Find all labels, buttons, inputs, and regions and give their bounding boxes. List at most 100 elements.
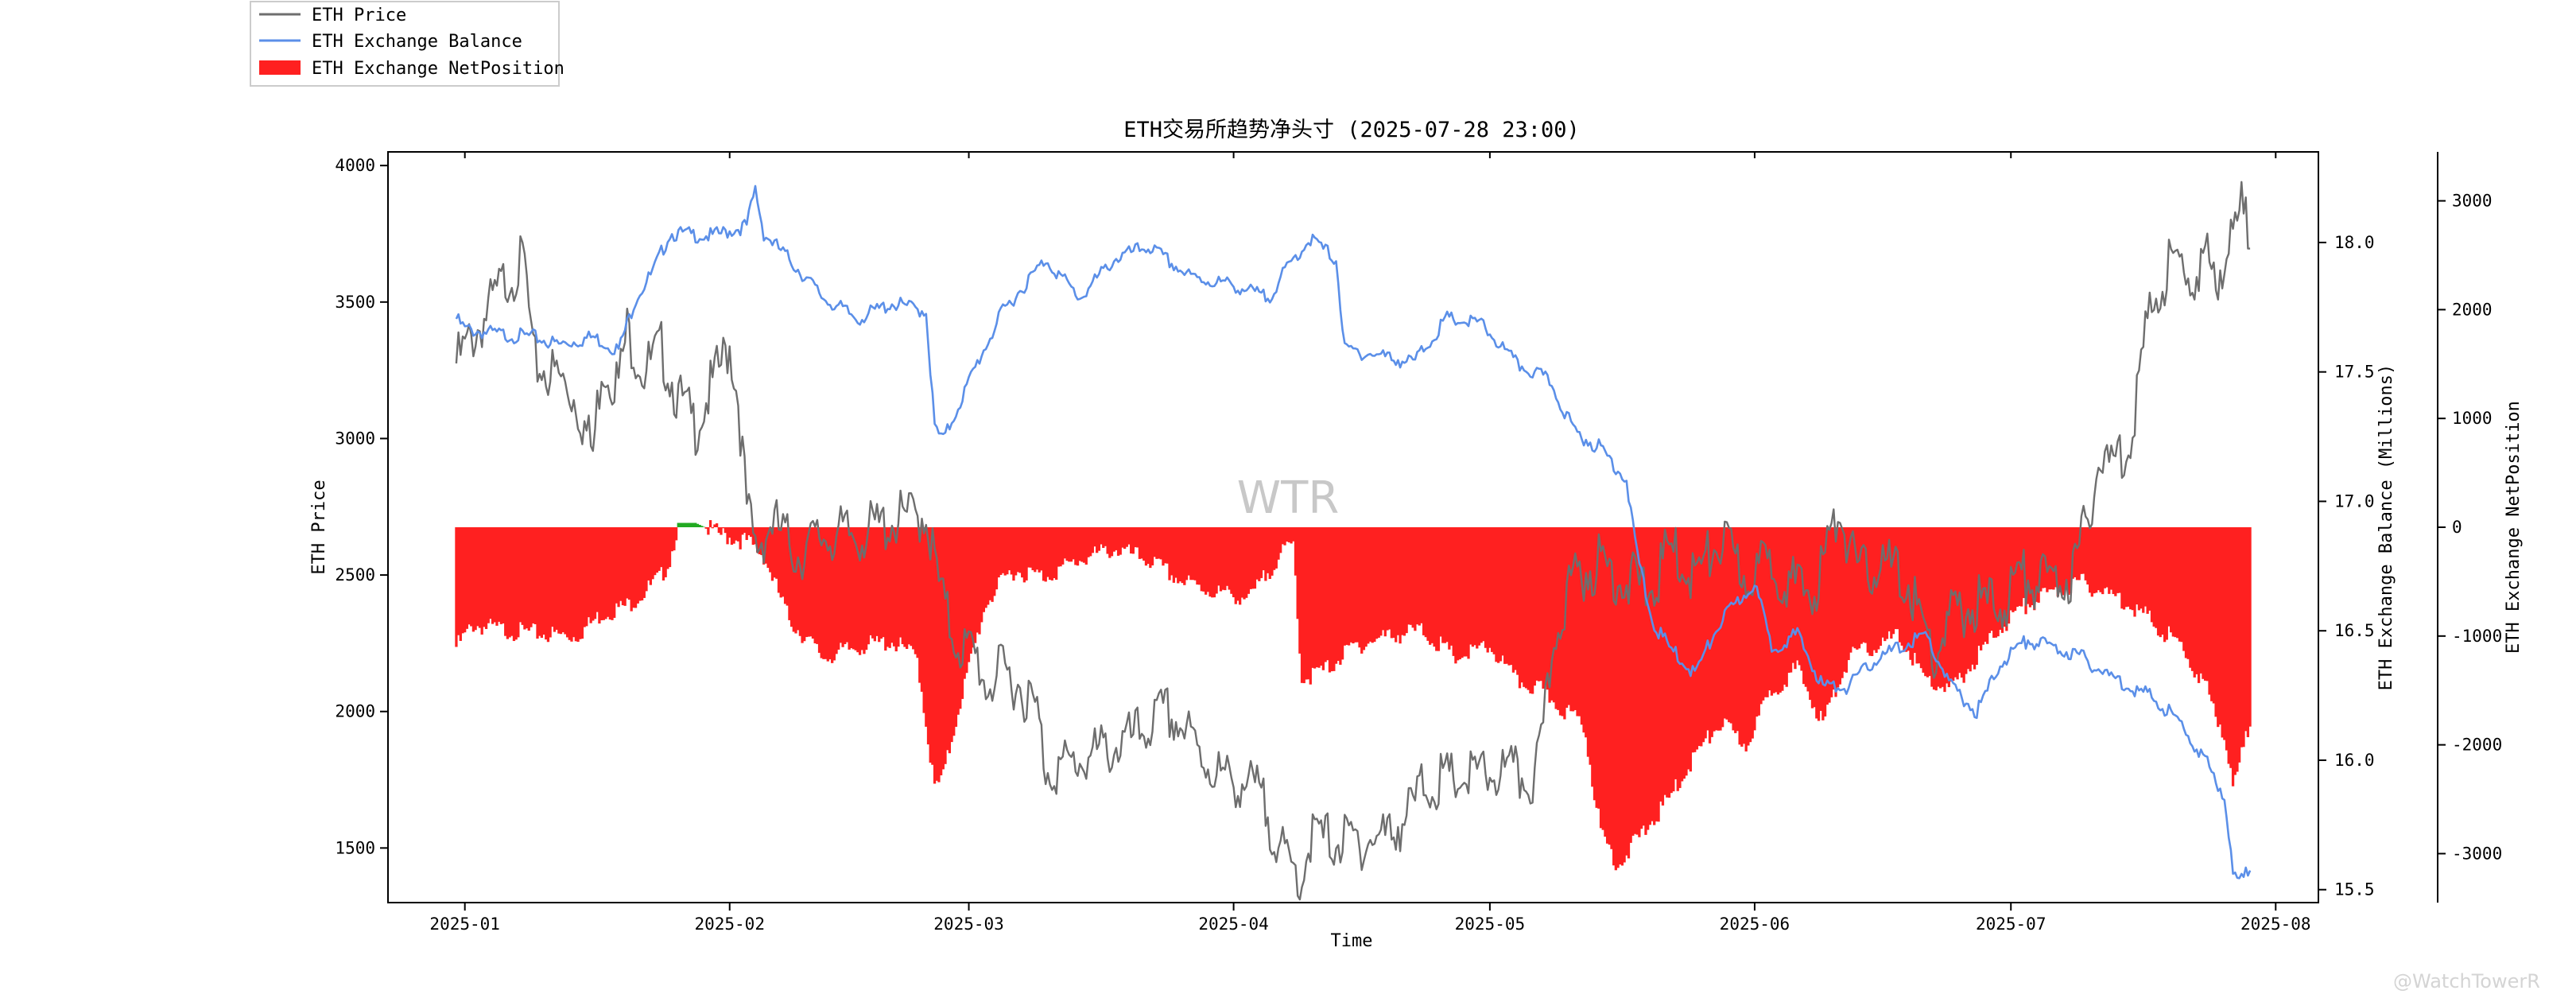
netposition-bar [798, 527, 802, 636]
netposition-bar [1112, 527, 1115, 552]
netposition-bar [858, 527, 862, 655]
y-axis-left: 1500 2000 2500 3000 3500 4000 [335, 156, 388, 857]
netposition-bar [2142, 527, 2145, 613]
netposition-bar [1550, 527, 1554, 701]
netposition-bar [546, 527, 550, 643]
netposition-bar [803, 527, 806, 642]
netposition-bar [1558, 527, 1562, 716]
netposition-bar [2208, 527, 2211, 695]
netposition-bar [797, 527, 800, 631]
netposition-bar [1150, 527, 1154, 565]
netposition-bar [903, 527, 906, 647]
y-right2-tick-label: -2000 [2452, 736, 2502, 755]
netposition-bar [512, 527, 516, 642]
netposition-bar [1358, 527, 1361, 648]
netposition-bar [1809, 527, 1812, 701]
netposition-bar [2236, 527, 2239, 772]
netposition-bar [602, 527, 605, 620]
netposition-bar [1953, 527, 1957, 678]
netposition-bar [702, 526, 706, 528]
netposition-bar [525, 527, 529, 629]
netposition-bar [467, 527, 471, 625]
netposition-bar [1038, 527, 1041, 573]
netposition-bar [459, 527, 462, 641]
netposition-bar [1828, 527, 1831, 703]
netposition-bar [531, 527, 535, 623]
netposition-bar [698, 525, 701, 527]
netposition-bar [762, 527, 766, 565]
netposition-bar [1131, 527, 1135, 554]
netposition-bar [2097, 527, 2101, 591]
netposition-bar [585, 527, 588, 627]
netposition-bar [2074, 527, 2077, 577]
netposition-bar [2131, 527, 2134, 611]
netposition-bar [1097, 527, 1101, 551]
netposition-bar [611, 527, 614, 620]
netposition-bar [1629, 527, 1632, 843]
netposition-bar [606, 527, 610, 617]
netposition-bar [1802, 527, 1806, 685]
netposition-bar [1212, 527, 1216, 598]
netposition-bar [984, 527, 987, 608]
netposition-bar [707, 527, 710, 535]
netposition-bar [1791, 527, 1794, 663]
netposition-bar [1287, 527, 1291, 543]
netposition-bar [1714, 527, 1718, 731]
x-tick-label: 2025-07 [1976, 915, 2046, 934]
netposition-bar [2114, 527, 2117, 596]
netposition-bar [775, 527, 778, 579]
netposition-bar [465, 527, 469, 629]
y-left-tick-label: 1500 [335, 838, 375, 857]
netposition-bar [869, 527, 872, 635]
netposition-bar [2248, 527, 2252, 727]
netposition-bar [1946, 527, 1949, 684]
netposition-bar [1495, 527, 1498, 662]
netposition-bar [884, 527, 887, 651]
netposition-bar [2108, 527, 2111, 594]
netposition-bar [1249, 527, 1252, 589]
netposition-bar [2031, 527, 2034, 606]
netposition-bar [1224, 527, 1227, 591]
netposition-bar [1274, 527, 1278, 569]
netposition-bar [980, 527, 983, 623]
netposition-bar [2221, 527, 2224, 738]
netposition-bar [476, 527, 479, 627]
netposition-bar [564, 527, 567, 635]
netposition-bar [1016, 527, 1019, 573]
netposition-bar [995, 527, 999, 590]
netposition-bar [1567, 527, 1570, 705]
netposition-bar [1768, 527, 1771, 691]
netposition-bar [2182, 527, 2186, 651]
netposition-bar [997, 527, 1000, 578]
netposition-bar [1104, 527, 1108, 546]
y-axis-right2: -3000 -2000 -1000 0 1000 2000 3000 [2437, 152, 2502, 903]
netposition-bar [1010, 527, 1013, 575]
netposition-bar [1326, 527, 1329, 661]
netposition-bar [1911, 527, 1915, 666]
netposition-bar [1170, 527, 1174, 576]
netposition-bar [2088, 527, 2092, 593]
netposition-bar [1119, 527, 1122, 555]
netposition-bar [726, 527, 729, 545]
netposition-bar [1928, 527, 1931, 677]
netposition-bar [1063, 527, 1067, 559]
netposition-bar [1193, 527, 1197, 581]
netposition-bar [1885, 527, 1889, 639]
netposition-bar [2161, 527, 2164, 635]
netposition-bar [1110, 527, 1114, 557]
netposition-bar [1486, 527, 1489, 653]
netposition-bar [1783, 527, 1787, 685]
netposition-bar [1924, 527, 1927, 677]
netposition-bar [1932, 527, 1936, 690]
x-tick-label: 2025-03 [933, 915, 1004, 934]
netposition-bar [1631, 527, 1635, 836]
netposition-bar [1386, 527, 1389, 631]
netposition-bar [1377, 527, 1380, 638]
netposition-bar [1050, 527, 1053, 581]
netposition-bar [2184, 527, 2188, 658]
netposition-bar [1823, 527, 1827, 717]
netposition-bar [1571, 527, 1575, 712]
netposition-bar [471, 527, 475, 632]
netposition-bar [1096, 527, 1099, 553]
netposition-bar [944, 527, 947, 764]
